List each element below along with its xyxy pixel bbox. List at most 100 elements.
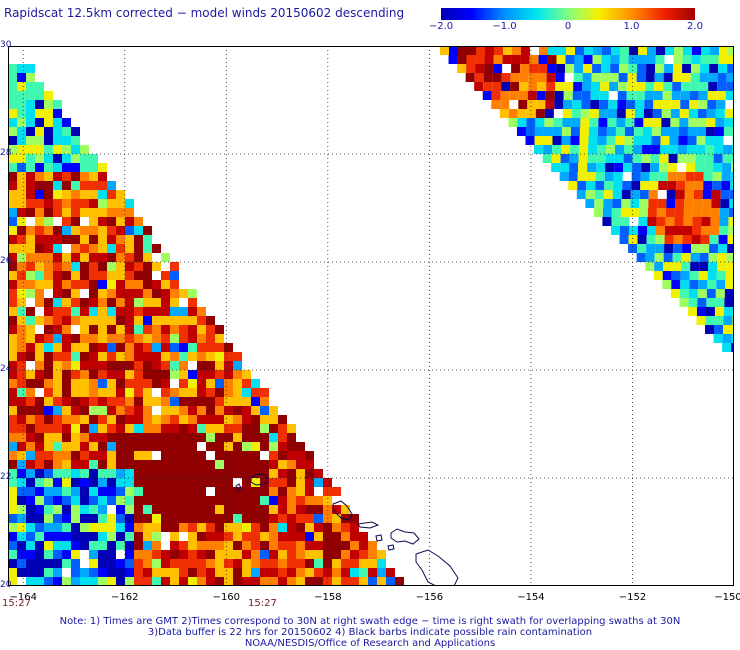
wind-diff-cell [206, 496, 215, 505]
wind-diff-cell [35, 208, 44, 217]
wind-diff-cell [98, 334, 107, 343]
wind-diff-cell [53, 577, 62, 586]
wind-diff-cell [242, 487, 251, 496]
wind-diff-cell [98, 370, 107, 379]
wind-diff-cell [80, 532, 89, 541]
latitude-tick-label: 30 [0, 40, 12, 50]
wind-diff-cell [107, 370, 116, 379]
wind-diff-cell [206, 379, 215, 388]
wind-diff-cell [134, 406, 143, 415]
wind-diff-cell [206, 424, 215, 433]
wind-diff-cell [8, 235, 17, 244]
wind-diff-cell [687, 307, 697, 316]
wind-diff-cell [206, 361, 215, 370]
wind-diff-cell [707, 280, 717, 289]
wind-diff-cell [724, 109, 734, 118]
wind-diff-cell [625, 109, 635, 118]
wind-diff-cell [654, 253, 664, 262]
wind-diff-cell [8, 109, 17, 118]
wind-diff-cell [80, 172, 89, 181]
wind-diff-cell [44, 208, 53, 217]
wind-diff-cell [560, 163, 570, 172]
wind-diff-cell [500, 91, 510, 100]
wind-diff-cell [107, 352, 116, 361]
wind-diff-cell [8, 163, 17, 172]
wind-diff-cell [500, 100, 510, 109]
wind-diff-cell [161, 388, 170, 397]
wind-diff-cell [197, 451, 206, 460]
wind-diff-cell [224, 433, 233, 442]
wind-diff-cell [475, 64, 485, 73]
wind-diff-cell [215, 568, 224, 577]
wind-diff-cell [714, 307, 724, 316]
wind-diff-cell [589, 109, 599, 118]
wind-diff-cell [693, 199, 703, 208]
wind-diff-cell [672, 253, 682, 262]
wind-diff-cell [703, 181, 713, 190]
wind-diff-cell [53, 118, 62, 127]
wind-diff-cell [134, 235, 143, 244]
wind-diff-cell [543, 145, 553, 154]
wind-diff-cell [206, 568, 215, 577]
wind-diff-cell [134, 469, 143, 478]
wind-diff-cell [17, 109, 26, 118]
wind-diff-cell [134, 415, 143, 424]
wind-diff-cell [528, 82, 538, 91]
wind-diff-cell [571, 109, 581, 118]
wind-diff-cell [224, 568, 233, 577]
wind-diff-cell [730, 172, 734, 181]
wind-diff-cell [8, 550, 17, 559]
wind-diff-cell [143, 433, 152, 442]
wind-diff-cell [592, 64, 602, 73]
wind-diff-cell [116, 298, 125, 307]
wind-diff-cell [98, 397, 107, 406]
wind-diff-cell [671, 100, 681, 109]
wind-diff-cell [44, 109, 53, 118]
wind-diff-cell [613, 172, 623, 181]
wind-diff-cell [98, 478, 107, 487]
wind-diff-cell [599, 91, 609, 100]
wind-diff-cell [53, 442, 62, 451]
wind-diff-cell [89, 208, 98, 217]
wind-diff-cell [107, 244, 116, 253]
wind-diff-cell [35, 91, 44, 100]
wind-diff-cell [62, 271, 71, 280]
wind-diff-cell [26, 334, 35, 343]
wind-diff-cell [350, 532, 359, 541]
wind-diff-cell [638, 226, 647, 235]
wind-diff-cell [260, 397, 269, 406]
wind-diff-cell [152, 559, 161, 568]
wind-diff-cell [260, 523, 269, 532]
wind-diff-cell [619, 235, 629, 244]
wind-diff-cell [80, 181, 89, 190]
wind-diff-cell [152, 442, 161, 451]
wind-diff-cell [179, 370, 188, 379]
wind-diff-cell [125, 253, 134, 262]
wind-diff-cell [134, 505, 143, 514]
wind-diff-cell [143, 298, 152, 307]
wind-diff-cell [116, 559, 125, 568]
wind-diff-cell [233, 370, 242, 379]
wind-diff-cell [242, 568, 251, 577]
wind-diff-cell [314, 496, 323, 505]
wind-diff-cell [627, 73, 637, 82]
wind-diff-cell [53, 532, 62, 541]
wind-diff-cell [80, 154, 89, 163]
wind-diff-cell [224, 379, 233, 388]
wind-diff-cell [44, 226, 53, 235]
wind-diff-cell [368, 568, 377, 577]
wind-diff-cell [629, 226, 638, 235]
wind-diff-cell [62, 433, 71, 442]
wind-diff-cell [700, 235, 710, 244]
wind-diff-cell [179, 487, 188, 496]
wind-diff-cell [35, 298, 44, 307]
wind-diff-cell [134, 217, 143, 226]
wind-diff-cell [269, 577, 278, 586]
wind-diff-cell [80, 415, 89, 424]
wind-diff-cell [233, 496, 242, 505]
wind-diff-cell [89, 577, 98, 586]
wind-diff-cell [71, 487, 80, 496]
wind-diff-cell [296, 469, 305, 478]
wind-diff-cell [152, 370, 161, 379]
wind-diff-cell [89, 415, 98, 424]
